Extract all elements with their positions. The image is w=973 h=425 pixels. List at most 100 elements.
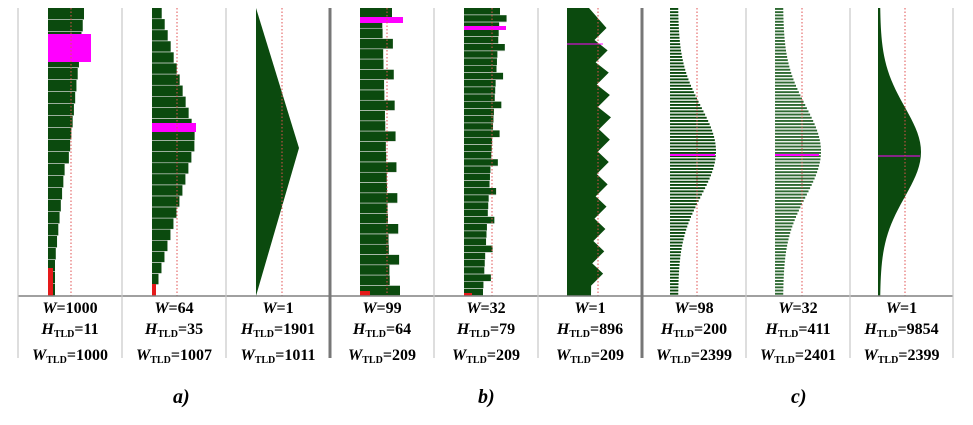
histogram-line bbox=[670, 24, 679, 26]
h-tld-value: 1901 bbox=[283, 321, 316, 338]
w-symbol: W bbox=[778, 300, 793, 317]
histogram-bar bbox=[464, 252, 486, 260]
w-tld-value: 1000 bbox=[75, 347, 108, 364]
w-tld-value: 209 bbox=[391, 347, 416, 364]
histogram-bar bbox=[464, 108, 494, 116]
histogram-line bbox=[775, 78, 794, 81]
panel-5 bbox=[464, 8, 507, 297]
tld-subscript: TLD bbox=[253, 329, 274, 340]
histogram-bar bbox=[360, 49, 384, 59]
histogram-line bbox=[670, 43, 681, 46]
w-value: 1 bbox=[597, 300, 606, 317]
histogram-line bbox=[775, 264, 785, 266]
w-tld-value: 209 bbox=[599, 347, 624, 364]
histogram-bar bbox=[48, 104, 74, 116]
histogram-line bbox=[670, 148, 716, 151]
panel-2 bbox=[152, 8, 196, 297]
h-symbol: H bbox=[41, 321, 54, 338]
histogram-line bbox=[775, 168, 819, 170]
histogram-line bbox=[775, 212, 798, 215]
histogram-bar bbox=[360, 8, 392, 18]
w-symbol: W bbox=[32, 347, 47, 364]
histogram-line bbox=[775, 241, 788, 244]
histogram-line bbox=[775, 193, 807, 196]
w-symbol: W bbox=[466, 300, 481, 317]
panel-label-8: W=32 HTLD=411 WTLD=2401 bbox=[746, 298, 850, 371]
histogram-line bbox=[775, 116, 812, 119]
h-tld-line: HTLD=1901 bbox=[240, 321, 316, 340]
histogram-line bbox=[775, 219, 795, 222]
histogram-line bbox=[775, 17, 784, 20]
histogram-line bbox=[670, 116, 707, 119]
histogram-bar bbox=[152, 163, 189, 174]
histogram-line bbox=[670, 241, 683, 244]
histogram-line bbox=[670, 209, 694, 212]
histogram-bar bbox=[464, 8, 500, 15]
red-marker bbox=[360, 291, 370, 296]
red-marker bbox=[464, 293, 472, 296]
histogram-line bbox=[775, 206, 801, 209]
h-tld-value: 200 bbox=[703, 321, 728, 338]
h-symbol: H bbox=[144, 321, 158, 338]
histogram-bar bbox=[152, 262, 162, 274]
histogram-line bbox=[775, 248, 787, 250]
w-tld-value: 1011 bbox=[284, 347, 316, 364]
highlight-marker bbox=[775, 154, 819, 156]
histogram-line bbox=[775, 94, 801, 97]
histogram-line bbox=[670, 164, 715, 167]
w-line: W=32 bbox=[466, 300, 506, 317]
w-line: W=32 bbox=[778, 300, 818, 317]
histogram-line bbox=[670, 152, 716, 154]
histogram-bar bbox=[360, 244, 389, 255]
w-value: 99 bbox=[385, 300, 402, 317]
tld-subscript: TLD bbox=[150, 355, 171, 366]
histogram-line bbox=[775, 33, 785, 36]
histogram-line bbox=[670, 84, 692, 87]
histogram-line bbox=[670, 257, 681, 260]
histogram-bar bbox=[464, 72, 504, 80]
h-tld-line: HTLD=411 bbox=[765, 321, 831, 340]
histogram-bar bbox=[152, 8, 162, 19]
histogram-bar bbox=[152, 85, 183, 97]
histogram-bar bbox=[48, 236, 58, 248]
h-tld-value: 64 bbox=[395, 321, 412, 338]
histogram-line bbox=[775, 14, 784, 17]
histogram-bar bbox=[464, 65, 497, 73]
histogram-line bbox=[670, 30, 680, 33]
histogram-line bbox=[670, 292, 679, 295]
histogram-line bbox=[775, 254, 786, 257]
h-symbol: H bbox=[456, 321, 470, 338]
red-marker bbox=[48, 268, 53, 296]
histogram-line bbox=[775, 280, 784, 282]
histogram-bar bbox=[464, 267, 485, 274]
histogram-line bbox=[670, 17, 679, 20]
histogram-line bbox=[670, 78, 689, 81]
histogram-bar bbox=[464, 36, 499, 44]
histogram-bar bbox=[464, 144, 492, 152]
histogram-bar bbox=[360, 100, 395, 111]
histogram-line bbox=[775, 8, 784, 10]
histogram-line bbox=[775, 174, 816, 177]
histogram-line bbox=[775, 190, 809, 193]
histogram-bar bbox=[464, 209, 488, 217]
histogram-line bbox=[775, 216, 797, 218]
histogram-line bbox=[775, 276, 784, 279]
panel-1 bbox=[48, 8, 91, 297]
histogram-line bbox=[775, 177, 815, 180]
panel-label-7: W=98 HTLD=200 WTLD=2399 bbox=[642, 298, 746, 371]
histogram-bar bbox=[152, 140, 195, 152]
histogram-line bbox=[775, 171, 818, 174]
histogram-line bbox=[775, 200, 804, 202]
histogram-line bbox=[775, 164, 820, 167]
histogram-line bbox=[670, 180, 709, 183]
tld-subscript: TLD bbox=[53, 329, 75, 340]
histogram-line bbox=[670, 267, 680, 270]
profile-shape bbox=[567, 8, 611, 296]
histogram-line bbox=[670, 177, 710, 180]
histogram-bar bbox=[360, 90, 385, 100]
histogram-line bbox=[775, 68, 791, 71]
tld-subscript: TLD bbox=[670, 355, 691, 366]
histogram-line bbox=[775, 75, 793, 78]
histogram-bar bbox=[464, 216, 495, 224]
